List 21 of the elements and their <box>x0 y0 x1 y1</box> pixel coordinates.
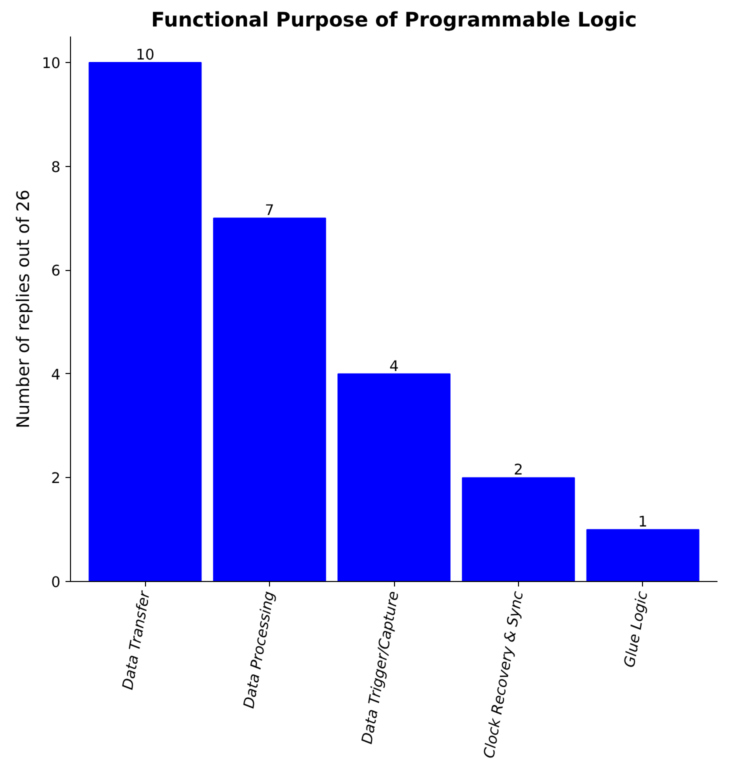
data-label: 2 <box>514 462 524 479</box>
data-label: 10 <box>136 46 154 64</box>
chart-title: Functional Purpose of Programmable Logic <box>151 8 637 32</box>
data-label: 1 <box>638 514 648 531</box>
y-tick-label: 4 <box>51 366 61 384</box>
x-tick-label: Glue Logic <box>621 590 652 669</box>
x-tick-label: Clock Recovery & Sync <box>480 590 527 760</box>
bar <box>462 477 575 582</box>
data-label: 4 <box>389 358 399 375</box>
y-tick-label: 8 <box>51 158 61 176</box>
y-tick-label: 2 <box>51 470 61 488</box>
bar <box>213 218 326 582</box>
bar <box>586 529 700 582</box>
y-tick-label: 10 <box>42 54 61 72</box>
bar <box>88 62 202 582</box>
y-tick-label: 6 <box>51 262 61 280</box>
x-tick-label: Data Transfer <box>119 589 154 692</box>
y-tick-label: 0 <box>51 574 61 591</box>
y-axis-title: Number of replies out of 26 <box>14 190 34 428</box>
data-label: 7 <box>264 202 274 220</box>
bar <box>338 373 450 582</box>
